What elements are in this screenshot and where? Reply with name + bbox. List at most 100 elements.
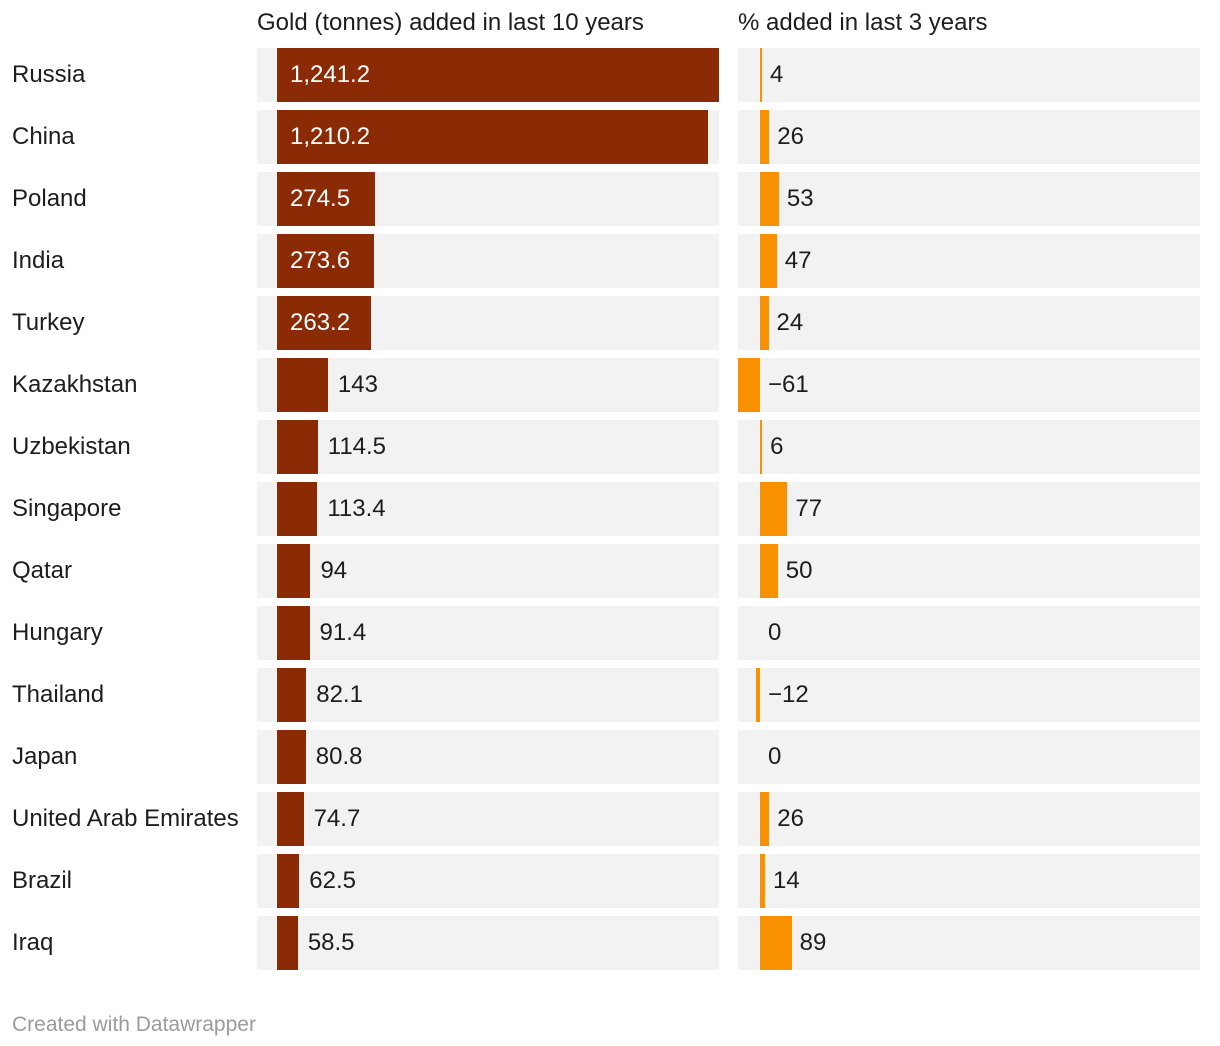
percent-bar-track: 26 <box>738 110 1200 164</box>
percent-value-label: 53 <box>786 185 814 212</box>
gold-bar <box>277 792 304 846</box>
table-row: Singapore 113.4 77 <box>12 482 1200 536</box>
percent-bar-track: 6 <box>738 420 1200 474</box>
gold-value-label: 94 <box>320 557 348 584</box>
table-row: Qatar 94 50 <box>12 544 1200 598</box>
gold-bar-track: 263.2 <box>257 296 719 350</box>
percent-value-label: 77 <box>795 495 823 522</box>
table-row: Poland 274.5 53 <box>12 172 1200 226</box>
datawrapper-credit-link[interactable]: Created with Datawrapper <box>12 1013 256 1036</box>
gold-value-label: 62.5 <box>309 867 356 894</box>
gold-bar-track: 114.5 <box>257 420 719 474</box>
gold-bar <box>277 668 307 722</box>
percent-value-label: −61 <box>768 371 809 398</box>
percent-value-label: 0 <box>768 619 782 646</box>
gold-bar <box>277 48 719 102</box>
gold-bar-track: 143 <box>257 358 719 412</box>
country-label: Russia <box>12 61 86 88</box>
table-row: Turkey 263.2 24 <box>12 296 1200 350</box>
column-header-percent-3-years: % added in last 3 years <box>738 9 988 36</box>
gold-bar-track: 273.6 <box>257 234 719 288</box>
gold-bar <box>277 606 310 660</box>
gold-value-label: 1,241.2 <box>290 61 371 88</box>
gold-bar-track: 80.8 <box>257 730 719 784</box>
percent-bar-track: −61 <box>738 358 1200 412</box>
country-label: Singapore <box>12 495 122 522</box>
percent-bar <box>760 792 770 846</box>
percent-bar-track: 0 <box>738 606 1200 660</box>
percent-bar-track: 26 <box>738 792 1200 846</box>
gold-bar <box>277 854 300 908</box>
percent-bar-track: 4 <box>738 48 1200 102</box>
country-label: Poland <box>12 185 87 212</box>
column-headers: Gold (tonnes) added in last 10 years % a… <box>12 0 1200 48</box>
percent-bar <box>760 296 769 350</box>
percent-bar <box>755 668 760 722</box>
gold-value-label: 80.8 <box>315 743 363 770</box>
table-row: India 273.6 47 <box>12 234 1200 288</box>
table-row: China 1,210.2 26 <box>12 110 1200 164</box>
gold-value-label: 114.5 <box>327 433 387 460</box>
gold-bar-track: 74.7 <box>257 792 719 846</box>
percent-bar <box>760 854 765 908</box>
country-label: Hungary <box>12 619 103 646</box>
table-row: United Arab Emirates 74.7 26 <box>12 792 1200 846</box>
percent-value-label: −12 <box>768 681 809 708</box>
gold-bar-track: 94 <box>257 544 719 598</box>
percent-value-label: 14 <box>772 867 800 894</box>
country-label: United Arab Emirates <box>12 805 239 832</box>
gold-bar-track: 1,210.2 <box>257 110 719 164</box>
table-row: Russia 1,241.2 4 <box>12 48 1200 102</box>
gold-value-label: 263.2 <box>290 309 351 336</box>
percent-bar-track: −12 <box>738 668 1200 722</box>
bar-table: Russia 1,241.2 4 China 1,210.2 26 Poland 274.5 5… <box>12 48 1200 970</box>
gold-value-label: 274.5 <box>290 185 351 212</box>
percent-bar <box>760 172 779 226</box>
table-row: Kazakhstan 143 −61 <box>12 358 1200 412</box>
percent-bar <box>760 916 792 970</box>
country-label: Iraq <box>12 929 54 956</box>
gold-bar <box>277 172 375 226</box>
country-label: China <box>12 123 75 150</box>
gold-bar <box>277 482 318 536</box>
gold-bar <box>277 358 328 412</box>
percent-bar-track: 50 <box>738 544 1200 598</box>
table-row: Hungary 91.4 0 <box>12 606 1200 660</box>
gold-value-label: 58.5 <box>307 929 355 956</box>
gold-bar-track: 274.5 <box>257 172 719 226</box>
gold-value-label: 74.7 <box>313 805 361 832</box>
country-label: Turkey <box>12 309 85 336</box>
percent-bar-track: 0 <box>738 730 1200 784</box>
percent-value-label: 4 <box>770 61 784 88</box>
gold-bar-track: 91.4 <box>257 606 719 660</box>
percent-bar-track: 14 <box>738 854 1200 908</box>
gold-value-label: 273.6 <box>290 247 351 274</box>
country-label: Brazil <box>12 867 73 894</box>
table-row: Brazil 62.5 14 <box>12 854 1200 908</box>
percent-bar <box>760 110 770 164</box>
gold-bar-track: 58.5 <box>257 916 719 970</box>
percent-value-label: 26 <box>777 805 804 832</box>
percent-bar-track: 77 <box>738 482 1200 536</box>
gold-bar-track: 113.4 <box>257 482 719 536</box>
country-label: Uzbekistan <box>12 433 131 460</box>
gold-value-label: 82.1 <box>316 681 363 708</box>
gold-bar-track: 82.1 <box>257 668 719 722</box>
percent-bar <box>738 358 760 412</box>
percent-bar-track: 53 <box>738 172 1200 226</box>
column-header-gold-tonnes: Gold (tonnes) added in last 10 years <box>257 9 644 36</box>
percent-bar <box>760 482 788 536</box>
percent-value-label: 47 <box>784 247 812 274</box>
gold-bar-track: 1,241.2 <box>257 48 719 102</box>
country-label: Japan <box>12 743 78 770</box>
percent-bar <box>760 234 777 288</box>
country-label: Thailand <box>12 681 105 708</box>
percent-bar-track: 47 <box>738 234 1200 288</box>
table-row: Thailand 82.1 −12 <box>12 668 1200 722</box>
percent-bar <box>760 544 778 598</box>
gold-value-label: 113.4 <box>327 495 386 522</box>
gold-value-label: 91.4 <box>319 619 367 646</box>
gold-bar <box>277 234 375 288</box>
gold-bar <box>277 110 708 164</box>
